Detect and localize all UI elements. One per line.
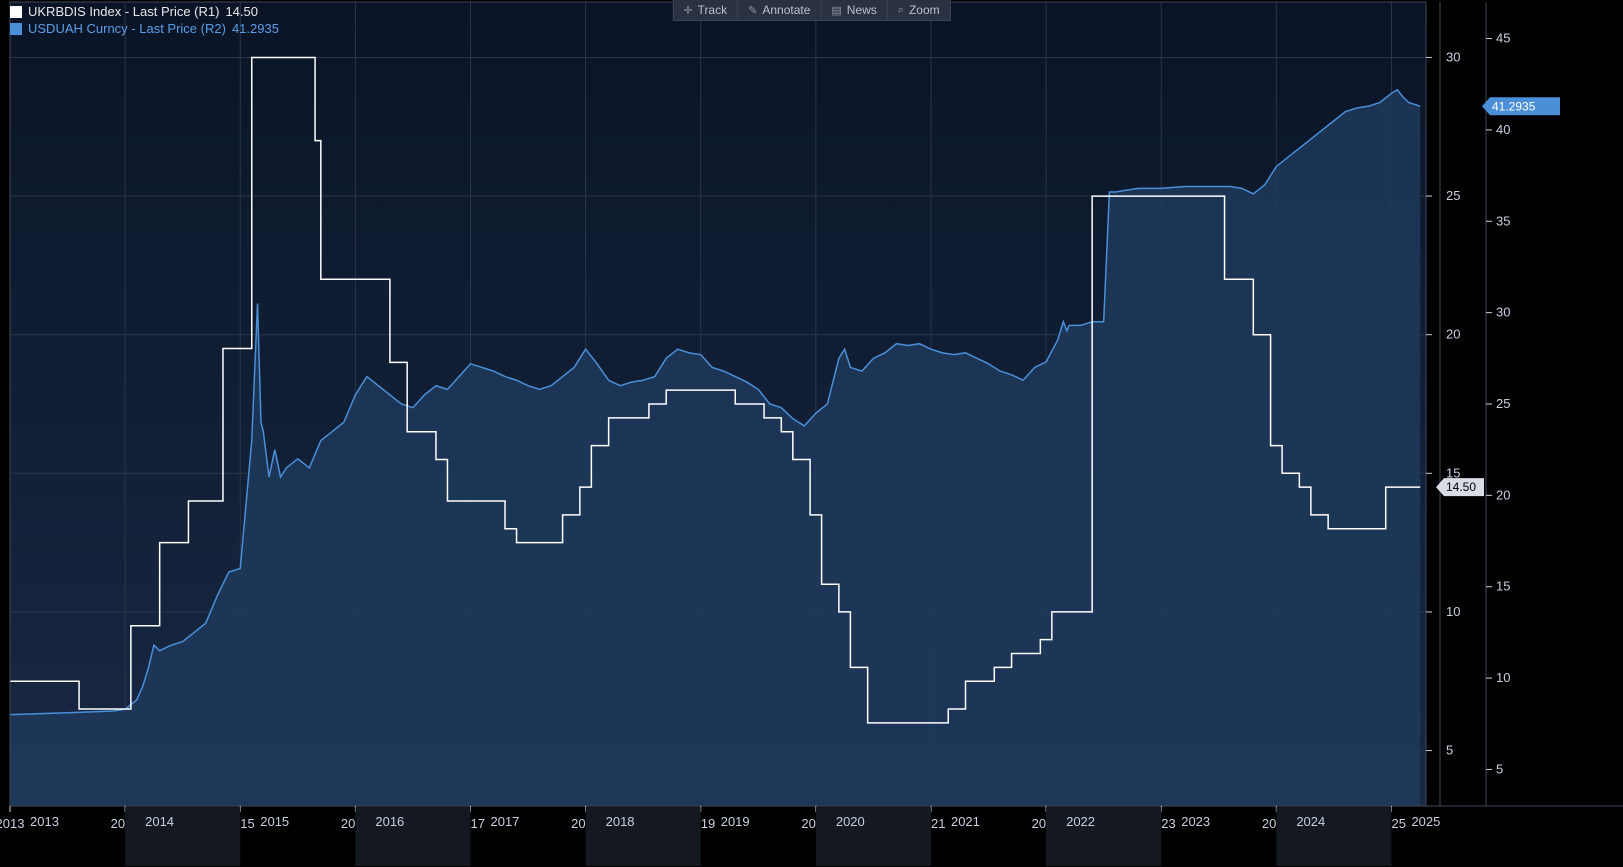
svg-text:2025: 2025: [1411, 814, 1440, 829]
svg-text:14.50: 14.50: [1446, 480, 1476, 494]
zoom-label: Zoom: [909, 3, 940, 17]
news-label: News: [847, 3, 877, 17]
svg-text:2016: 2016: [375, 814, 404, 829]
svg-text:25: 25: [1496, 396, 1510, 411]
chart-container: UKRBDIS Index - Last Price (R1) 14.50 US…: [0, 0, 1623, 867]
track-label: Track: [698, 3, 728, 17]
pencil-icon: ✎: [748, 4, 757, 17]
legend-item-series2[interactable]: USDUAH Curncy - Last Price (R2) 41.2935: [10, 21, 279, 36]
zoom-icon: ⌕: [898, 4, 904, 17]
svg-text:20: 20: [1496, 487, 1510, 502]
svg-text:2020: 2020: [836, 814, 865, 829]
chart-toolbar: ✛ Track ✎ Annotate ▤ News ⌕ Zoom: [672, 0, 950, 21]
crosshair-icon: ✛: [683, 4, 692, 17]
chart-svg[interactable]: 510152025305101520253035404514.5041.2935…: [0, 0, 1623, 867]
svg-text:2024: 2024: [1296, 814, 1325, 829]
svg-text:20: 20: [1446, 327, 1460, 342]
legend-value-series2: 41.2935: [232, 21, 279, 36]
legend: UKRBDIS Index - Last Price (R1) 14.50 US…: [10, 4, 279, 38]
svg-text:2022: 2022: [1066, 814, 1095, 829]
svg-text:30: 30: [1446, 49, 1460, 64]
legend-swatch-series1: [10, 6, 22, 18]
svg-text:45: 45: [1496, 31, 1510, 46]
svg-text:2013: 2013: [0, 816, 24, 831]
svg-text:30: 30: [1496, 305, 1510, 320]
svg-text:2013: 2013: [30, 814, 59, 829]
svg-text:2015: 2015: [260, 814, 289, 829]
svg-text:2019: 2019: [721, 814, 750, 829]
legend-swatch-series2: [10, 23, 22, 35]
svg-text:2023: 2023: [1181, 814, 1210, 829]
svg-text:40: 40: [1496, 122, 1510, 137]
legend-value-series1: 14.50: [225, 4, 258, 19]
news-button[interactable]: ▤ News: [821, 0, 887, 20]
svg-text:41.2935: 41.2935: [1492, 99, 1536, 113]
svg-text:2018: 2018: [606, 814, 635, 829]
svg-text:2017: 2017: [490, 814, 519, 829]
track-button[interactable]: ✛ Track: [673, 0, 738, 20]
svg-text:35: 35: [1496, 213, 1510, 228]
svg-text:25: 25: [1446, 188, 1460, 203]
legend-item-series1[interactable]: UKRBDIS Index - Last Price (R1) 14.50: [10, 4, 279, 19]
svg-text:10: 10: [1446, 604, 1460, 619]
svg-text:10: 10: [1496, 670, 1510, 685]
svg-text:2014: 2014: [145, 814, 174, 829]
news-icon: ▤: [831, 4, 841, 17]
legend-label-series1: UKRBDIS Index - Last Price (R1): [28, 4, 219, 19]
annotate-label: Annotate: [762, 3, 810, 17]
svg-text:5: 5: [1446, 743, 1453, 758]
svg-text:15: 15: [1496, 579, 1510, 594]
annotate-button[interactable]: ✎ Annotate: [738, 0, 821, 20]
zoom-button[interactable]: ⌕ Zoom: [888, 0, 950, 20]
svg-text:5: 5: [1496, 761, 1503, 776]
legend-label-series2: USDUAH Curncy - Last Price (R2): [28, 21, 226, 36]
svg-text:15: 15: [1446, 465, 1460, 480]
svg-text:2021: 2021: [951, 814, 980, 829]
